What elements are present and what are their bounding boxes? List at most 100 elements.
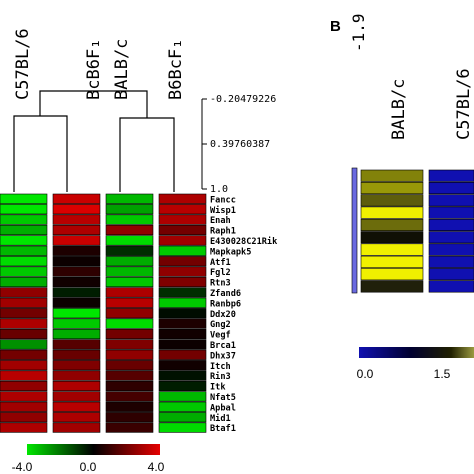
heatmap-cell	[360, 243, 424, 256]
heatmap-cell	[52, 349, 101, 360]
heatmap-cell	[0, 318, 48, 329]
heatmap-cell	[52, 266, 101, 277]
heatmap-cell	[428, 169, 474, 182]
row-label: Zfand6	[210, 289, 241, 299]
col-header: BALB/c	[112, 39, 132, 100]
heatmap-cell	[0, 266, 48, 277]
row-label: Fancc	[210, 195, 236, 205]
heatmap-cell	[158, 328, 207, 340]
heatmap-cell	[428, 206, 474, 219]
heatmap-cell	[0, 276, 48, 288]
heatmap-cell	[158, 412, 207, 423]
panel-a-color-tick: -4.0	[12, 460, 33, 474]
heatmap-cell	[52, 214, 101, 225]
heatmap-cell	[105, 370, 154, 381]
heatmap-cell	[428, 218, 474, 231]
heatmap-cell	[428, 280, 474, 293]
heatmap-cell	[52, 391, 101, 402]
panel-b-color-tick: 0.0	[357, 367, 374, 381]
row-label: Rtn3	[210, 279, 231, 289]
heatmap-cell	[0, 204, 48, 215]
row-label: Gng2	[210, 320, 231, 330]
heatmap-cell	[158, 370, 207, 381]
panel-b-header-glyph: -1.9	[349, 13, 368, 52]
heatmap-cell	[158, 204, 207, 215]
heatmap-cell	[52, 256, 101, 267]
heatmap-cell	[158, 245, 207, 256]
row-label: Apbal	[210, 403, 236, 413]
heatmap-cell	[158, 391, 207, 402]
heatmap-cell	[52, 328, 101, 340]
panel-b-row-strip	[351, 167, 358, 294]
heatmap-cell	[0, 360, 48, 371]
heatmap-cell	[360, 206, 424, 219]
heatmap-cell	[158, 401, 207, 412]
heatmap-cell	[158, 235, 207, 246]
heatmap-cell	[105, 287, 154, 298]
heatmap-cell	[52, 370, 101, 381]
heatmap-cell	[360, 268, 424, 281]
col-header: C57BL/6	[454, 68, 474, 140]
heatmap-cell	[0, 235, 48, 246]
heatmap-cell	[158, 193, 207, 204]
heatmap-cell	[0, 422, 48, 433]
row-label: Mapkapk5	[210, 247, 251, 257]
heatmap-cell	[52, 308, 101, 319]
heatmap-cell	[105, 412, 154, 423]
heatmap-cell	[105, 297, 154, 308]
col-header: BcB6F₁	[84, 39, 104, 100]
heatmap-cell	[105, 204, 154, 215]
row-label: Wisp1	[210, 205, 236, 216]
row-label: Enah	[210, 216, 231, 226]
heatmap-cell	[428, 182, 474, 195]
heatmap-cell	[105, 328, 154, 340]
row-label: Dhx37	[210, 351, 236, 361]
heatmap-cell	[158, 339, 207, 350]
dendrogram-branch	[119, 117, 175, 192]
heatmap-cell	[360, 280, 424, 293]
heatmap-cell	[158, 297, 207, 308]
row-label: Nfat5	[210, 393, 236, 403]
panel-a-column-headers: C57BL/6 BcB6F₁ BALB/c B6BcF₁	[13, 28, 186, 100]
heatmap-cell	[105, 256, 154, 267]
panel-b-color-bar	[359, 347, 474, 358]
heatmap-cell	[0, 287, 48, 298]
panel-b-heatmap	[360, 169, 474, 293]
heatmap-cell	[360, 169, 424, 182]
panel-a-heatmap	[0, 193, 207, 433]
panel-a-color-tick: 0.0	[80, 460, 97, 474]
heatmap-cell	[105, 339, 154, 350]
heatmap-cell	[158, 422, 207, 433]
heatmap-cell	[0, 245, 48, 256]
heatmap-cell	[158, 224, 207, 236]
heatmap-cell	[0, 339, 48, 350]
row-label: Mid1	[210, 413, 231, 424]
heatmap-cell	[52, 193, 101, 204]
heatmap-cell	[360, 255, 424, 268]
heatmap-cell	[158, 349, 207, 360]
col-header: C57BL/6	[13, 28, 33, 100]
panel-b-color-tick: 1.5	[434, 367, 451, 381]
heatmap-cell	[0, 412, 48, 423]
col-header: BALB/c	[389, 79, 409, 140]
heatmap-cell	[52, 297, 101, 308]
row-label: E430028C21Rik	[210, 236, 278, 247]
row-label: Itk	[210, 383, 226, 393]
dendrogram-scale: -0.20479226 0.39760387 1.0	[201, 94, 276, 195]
heatmap-cell	[105, 401, 154, 412]
heatmap-cell	[158, 276, 207, 288]
heatmap-cell	[52, 276, 101, 288]
heatmap-cell	[105, 235, 154, 246]
heatmap-cell	[105, 214, 154, 225]
heatmap-cell	[0, 391, 48, 402]
heatmap-cell	[158, 266, 207, 277]
dendrogram	[13, 90, 175, 192]
heatmap-cell	[52, 318, 101, 329]
heatmap-cell	[52, 204, 101, 215]
heatmap-cell	[158, 214, 207, 225]
row-label: Rin3	[210, 371, 231, 382]
heatmap-cell	[158, 308, 207, 319]
heatmap-cell	[428, 268, 474, 281]
heatmap-cell	[52, 339, 101, 350]
row-label: Btaf1	[210, 424, 236, 434]
